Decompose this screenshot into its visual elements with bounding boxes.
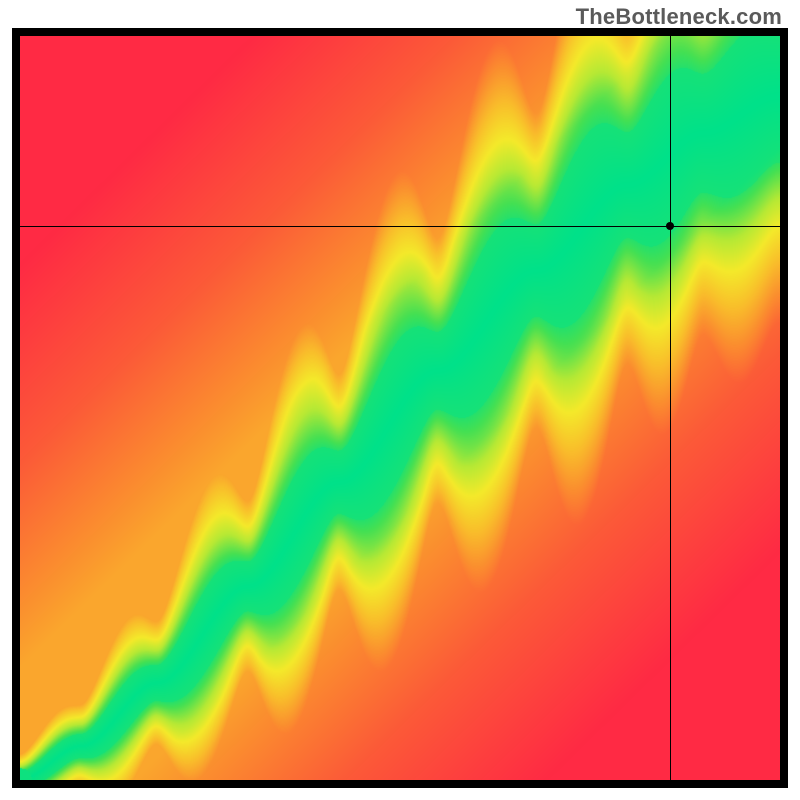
- crosshair-vertical-line: [670, 36, 671, 780]
- bottleneck-heatmap: [20, 36, 780, 780]
- heatmap-plot-area: [20, 36, 780, 780]
- chart-outer-frame: [12, 28, 788, 788]
- watermark-text: TheBottleneck.com: [576, 4, 782, 30]
- crosshair-marker-dot: [666, 222, 674, 230]
